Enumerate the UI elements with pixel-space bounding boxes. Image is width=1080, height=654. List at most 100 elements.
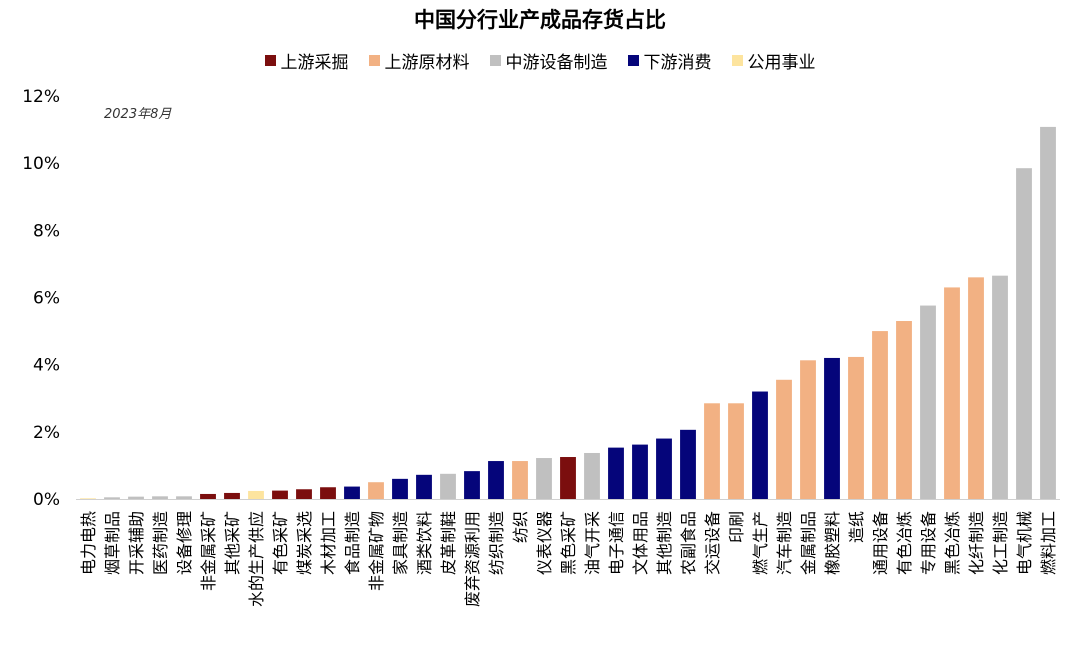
legend-label: 上游采掘	[280, 53, 349, 73]
x-tick-label: 电气机械	[1015, 511, 1034, 575]
legend-item: 下游消费	[627, 48, 712, 73]
legend-swatch	[264, 55, 276, 66]
x-tick-label: 其他采矿	[223, 511, 242, 575]
bar-开采辅助	[128, 496, 144, 499]
x-tick-label: 通用设备	[871, 511, 890, 575]
x-tick-label: 电力电热	[79, 511, 98, 575]
bar-交运设备	[704, 403, 720, 499]
x-tick-label: 橡胶塑料	[823, 511, 842, 575]
bar-纺织	[512, 461, 528, 499]
x-tick-label: 废弃资源利用	[463, 511, 482, 607]
bar-化工制造	[992, 275, 1008, 499]
y-tick-label: 10%	[22, 154, 60, 174]
x-tick-label: 酒类饮料	[415, 511, 434, 575]
bar-黑色冶炼	[944, 287, 960, 499]
x-tick-label: 金属制品	[799, 511, 818, 575]
bar-造纸	[848, 356, 864, 499]
y-tick-label: 8%	[33, 221, 60, 241]
bar-纺织制造	[488, 461, 504, 499]
bar-其他制造	[656, 438, 672, 499]
legend-item: 上游原材料	[368, 48, 470, 73]
bar-黑色采矿	[560, 457, 576, 499]
bar-烟草制品	[104, 497, 120, 499]
y-tick-label: 2%	[33, 423, 60, 443]
y-tick-label: 6%	[33, 289, 60, 309]
legend-item: 中游设备制造	[489, 48, 608, 73]
x-tick-label: 烟草制品	[103, 511, 122, 575]
legend-swatch	[731, 55, 743, 66]
bar-废弃资源利用	[464, 471, 480, 499]
legend-label: 上游原材料	[384, 53, 470, 73]
bar-农副食品	[680, 429, 696, 499]
bar-酒类饮料	[416, 474, 432, 499]
x-tick-label: 水的生产供应	[247, 511, 266, 607]
legend-label: 下游消费	[643, 53, 712, 73]
bar-通用设备	[872, 331, 888, 499]
chart-title: 中国分行业产成品存货占比	[414, 8, 666, 32]
bar-非金属采矿	[200, 493, 216, 499]
x-tick-label: 化纤制造	[967, 511, 986, 575]
bar-专用设备	[920, 305, 936, 499]
bar-仪表仪器	[536, 458, 552, 499]
x-tick-label: 有色冶炼	[895, 511, 914, 575]
bar-燃料加工	[1040, 126, 1056, 500]
bar-食品制造	[344, 486, 360, 499]
x-tick-label: 电子通信	[607, 511, 626, 575]
legend-label: 公用事业	[747, 53, 816, 73]
legend-item: 公用事业	[731, 48, 816, 73]
x-tick-label: 家具制造	[391, 511, 410, 575]
bar-其他采矿	[224, 492, 240, 499]
x-tick-label: 农副食品	[679, 511, 698, 575]
legend-swatch	[489, 55, 501, 66]
bar-化纤制造	[968, 277, 984, 499]
x-tick-label: 黑色冶炼	[943, 511, 962, 575]
legend-swatch	[627, 55, 639, 66]
x-tick-label: 油气开采	[583, 511, 602, 575]
x-tick-label: 设备修理	[175, 511, 194, 575]
legend-item: 上游采掘	[264, 48, 349, 73]
bar-设备修理	[176, 496, 192, 499]
bar-文体用品	[632, 444, 648, 499]
y-tick-label: 4%	[33, 356, 60, 376]
x-tick-label: 专用设备	[919, 511, 938, 575]
legend-label: 中游设备制造	[505, 53, 608, 73]
y-tick-label: 0%	[33, 490, 60, 510]
y-tick-label: 12%	[22, 87, 60, 107]
bar-电力电热	[80, 498, 96, 499]
bar-橡胶塑料	[824, 357, 840, 499]
x-tick-label: 食品制造	[343, 511, 362, 575]
x-tick-label: 纺织	[511, 511, 530, 543]
bar-电气机械	[1016, 168, 1032, 499]
bar-木材加工	[320, 487, 336, 499]
legend: 上游采掘 上游原材料 中游设备制造 下游消费 公用事业	[0, 48, 1080, 73]
x-tick-label: 开采辅助	[127, 511, 146, 575]
x-tick-label: 非金属采矿	[199, 511, 218, 591]
x-tick-label: 仪表仪器	[535, 511, 554, 575]
x-tick-label: 燃气生产	[751, 511, 770, 575]
date-annotation: 2023年8月	[104, 107, 172, 122]
x-tick-label: 木材加工	[319, 511, 338, 575]
legend-swatch	[368, 55, 380, 66]
x-tick-label: 黑色采矿	[559, 511, 578, 575]
bar-非金属矿物	[368, 482, 384, 499]
x-tick-label: 化工制造	[991, 511, 1010, 575]
bar-油气开采	[584, 452, 600, 499]
bar-皮革制鞋	[440, 473, 456, 499]
x-tick-label: 造纸	[847, 511, 866, 543]
bar-水的生产供应	[248, 490, 264, 499]
x-tick-label: 文体用品	[631, 511, 650, 575]
bar-燃气生产	[752, 391, 768, 499]
bar-印刷	[728, 403, 744, 499]
x-tick-label: 其他制造	[655, 511, 674, 575]
x-tick-label: 有色采矿	[271, 511, 290, 575]
x-tick-label: 煤炭采选	[295, 511, 314, 575]
bar-有色冶炼	[896, 321, 912, 499]
x-tick-label: 交运设备	[703, 511, 722, 575]
bar-金属制品	[800, 360, 816, 499]
x-tick-label: 汽车制造	[775, 511, 794, 575]
bar-有色采矿	[272, 490, 288, 499]
x-tick-label: 燃料加工	[1039, 511, 1058, 575]
x-tick-label: 印刷	[727, 511, 746, 543]
bar-煤炭采选	[296, 489, 312, 499]
